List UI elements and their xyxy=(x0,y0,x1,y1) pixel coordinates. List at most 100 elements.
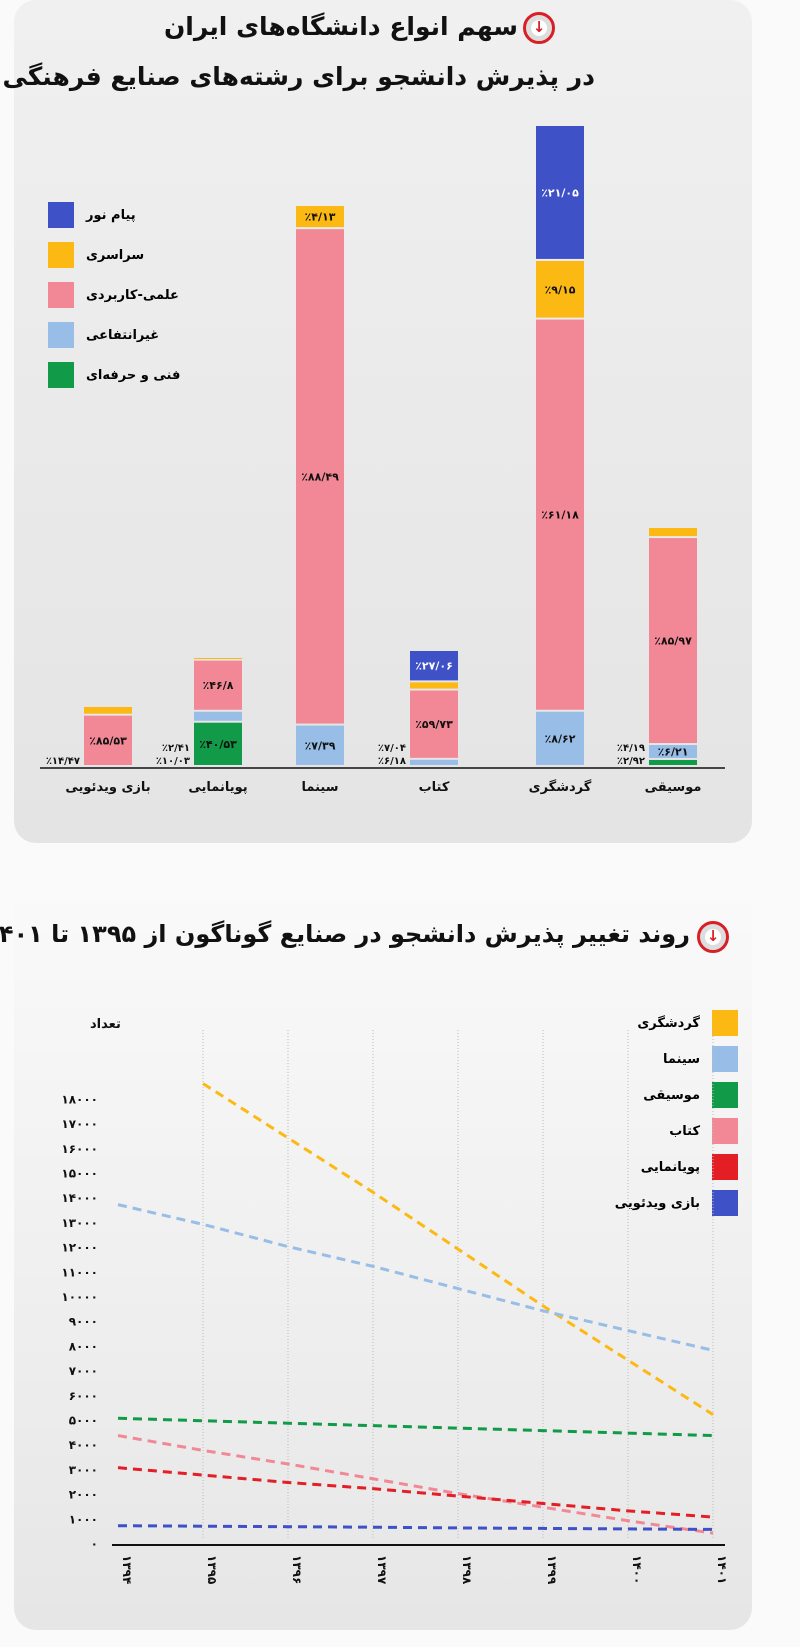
legend-swatch xyxy=(712,1046,738,1072)
bar-segment xyxy=(194,658,242,659)
x-tick-label: ۱۴۰۱ xyxy=(715,1555,729,1584)
legend-item: موسیقی xyxy=(643,1082,738,1108)
arrow-down-circle-icon: ↓ xyxy=(523,12,555,44)
bar-data-label: ٪۸۸/۴۹ xyxy=(301,470,339,483)
x-tick-label: ۱۳۹۹ xyxy=(545,1555,559,1585)
y-tick-label: ۱۰۰۰۰ xyxy=(61,1290,98,1304)
line-chart: تعداد ۰ ۱۰۰۰ ۲۰۰۰ ۳۰۰۰ ۴۰۰۰ ۵۰۰۰ ۶۰۰۰ ۷۰۰۰ ۸۰۰۰ ۹۰… xyxy=(61,1017,729,1585)
y-tick-label: ۴۰۰۰ xyxy=(69,1438,98,1452)
bar-segment xyxy=(649,759,697,765)
x-tick-label: ۱۳۹۴ xyxy=(120,1555,134,1584)
bar-chart-title-line2: در پذیرش دانشجو برای رشته‌های صنایع فرهن… xyxy=(2,62,595,91)
line-chart-title: روند تغییر پذیرش دانشجو در صنایع گوناگون… xyxy=(0,920,690,948)
series-line xyxy=(117,1203,714,1352)
y-tick-label: ۷۰۰۰ xyxy=(69,1364,98,1378)
y-tick-label: ۳۰۰۰ xyxy=(69,1463,98,1477)
y-tick-label: ۰ xyxy=(91,1537,98,1551)
bar-segment xyxy=(410,651,458,681)
bar-chart-title-line1: سهم انواع دانشگاه‌های ایران xyxy=(163,12,518,41)
series-line xyxy=(117,1466,714,1519)
category-label: پویانمایی xyxy=(188,780,247,795)
bar-segment xyxy=(536,126,584,259)
x-tick-label: ۱۳۹۷ xyxy=(375,1555,389,1585)
legend-swatch xyxy=(48,322,74,348)
bar-data-label: ٪۶/۱۸ xyxy=(378,756,406,767)
bar-segment xyxy=(649,745,697,758)
y-tick-label: ۵۰۰۰ xyxy=(69,1414,98,1428)
legend-swatch xyxy=(712,1010,738,1036)
bar-segment xyxy=(194,711,242,721)
y-tick-label: ۱۵۰۰۰ xyxy=(61,1167,98,1181)
legend-swatch xyxy=(712,1154,738,1180)
bar-segment xyxy=(649,538,697,744)
category-label: سینما xyxy=(302,780,339,795)
legend-label: علمی-کاربردی xyxy=(86,287,179,303)
category-label: گردشگری xyxy=(529,779,592,795)
x-tick-label: ۱۳۹۸ xyxy=(460,1555,474,1585)
line-chart-card xyxy=(14,880,752,1630)
legend-label: سراسری xyxy=(86,247,145,263)
bar-segment xyxy=(296,206,344,228)
bar-segment xyxy=(296,229,344,724)
y-tick-label: ۱۱۰۰۰ xyxy=(61,1265,98,1279)
legend-label: فنی و حرفه‌ای xyxy=(86,367,181,383)
legend-label: موسیقی xyxy=(643,1087,700,1103)
legend-item: غیرانتفاعی xyxy=(48,322,159,348)
series-line xyxy=(117,1416,714,1438)
bar-data-label: ٪۲/۹۲ xyxy=(617,756,645,767)
series-line xyxy=(202,1082,714,1416)
bar-data-label: ٪۴۶/۸ xyxy=(203,679,234,692)
y-tick-label: ۱۳۰۰۰ xyxy=(61,1216,98,1230)
legend-label: کتاب xyxy=(669,1123,700,1139)
y-tick-label: ۱۰۰۰ xyxy=(69,1512,98,1526)
legend-item: علمی-کاربردی xyxy=(48,282,179,308)
legend-label: سینما xyxy=(663,1051,700,1067)
bar-segment xyxy=(296,725,344,765)
y-tick-label: ۱۷۰۰۰ xyxy=(61,1117,98,1131)
y-tick-label: ۱۲۰۰۰ xyxy=(61,1241,98,1255)
legend-swatch xyxy=(48,282,74,308)
legend-item: فنی و حرفه‌ای xyxy=(48,362,180,388)
legend-item: سراسری xyxy=(48,242,144,268)
legend-label: پیام نور xyxy=(86,207,136,223)
bar-segment xyxy=(84,707,132,714)
legend-swatch xyxy=(712,1190,738,1216)
bar-data-label: ٪۸۵/۵۳ xyxy=(89,734,127,747)
category-label: بازی ویدئویی xyxy=(65,780,150,795)
category-label: موسیقی xyxy=(645,780,702,795)
y-tick-label: ۱۴۰۰۰ xyxy=(61,1191,98,1205)
bar-segment xyxy=(194,722,242,765)
bar-data-label: ٪۲/۴۱ xyxy=(162,743,190,754)
bar-data-label: ٪۲۱/۰۵ xyxy=(541,186,579,199)
legend-item: سینما xyxy=(663,1046,738,1072)
bar-data-label: ٪۹/۱۵ xyxy=(545,283,576,296)
bar-segment xyxy=(84,715,132,765)
bar-chart-card xyxy=(14,0,752,843)
y-tick-label: ۸۰۰۰ xyxy=(69,1339,98,1353)
bar-data-label: ٪۴/۱۳ xyxy=(305,211,336,224)
bar-data-label: ٪۱۴/۴۷ xyxy=(46,756,80,767)
bar-data-label: ٪۲۷/۰۶ xyxy=(415,660,453,673)
bar-data-label: ٪۶۱/۱۸ xyxy=(541,509,579,522)
bar-data-label: ٪۴/۱۹ xyxy=(617,743,645,754)
legend-swatch xyxy=(48,202,74,228)
bar-data-label: ٪۶/۲۱ xyxy=(658,745,689,758)
legend-item: کتاب xyxy=(669,1118,738,1144)
legend-swatch xyxy=(712,1082,738,1108)
category-label: کتاب xyxy=(419,780,450,795)
legend-item: پیام نور xyxy=(48,202,136,228)
bar-segment xyxy=(194,660,242,710)
bar-data-label: ٪۸/۶۲ xyxy=(545,732,576,745)
x-tick-label: ۱۳۹۵ xyxy=(205,1555,219,1584)
bar-segment xyxy=(649,528,697,537)
y-axis-title: تعداد xyxy=(90,1017,121,1032)
bar-data-label: ٪۷/۳۹ xyxy=(305,739,336,752)
legend-swatch xyxy=(48,242,74,268)
legend-item: گردشگری xyxy=(637,1010,738,1036)
bar-segment xyxy=(410,682,458,689)
x-tick-label: ۱۳۹۶ xyxy=(290,1555,304,1584)
bar-segment xyxy=(536,711,584,765)
bar-data-label: ٪۱۰/۰۳ xyxy=(156,756,190,767)
bar-data-label: ٪۴۰/۵۳ xyxy=(199,738,237,751)
y-tick-label: ۱۶۰۰۰ xyxy=(61,1142,98,1156)
